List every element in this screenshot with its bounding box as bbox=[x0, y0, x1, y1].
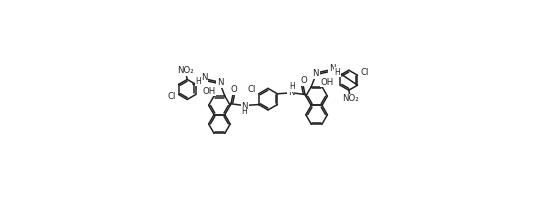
Text: Cl: Cl bbox=[360, 68, 369, 77]
Text: N: N bbox=[313, 69, 319, 78]
Text: N: N bbox=[288, 88, 294, 97]
Text: N: N bbox=[217, 78, 224, 87]
Text: O: O bbox=[231, 85, 237, 94]
Text: H: H bbox=[335, 68, 341, 77]
Text: N: N bbox=[329, 64, 335, 73]
Text: H: H bbox=[196, 77, 201, 86]
Text: OH: OH bbox=[321, 78, 334, 87]
Text: H: H bbox=[289, 82, 295, 91]
Text: N: N bbox=[201, 73, 207, 82]
Text: O: O bbox=[300, 76, 307, 85]
Text: Cl: Cl bbox=[168, 92, 176, 101]
Text: NO₂: NO₂ bbox=[177, 67, 194, 75]
Text: NO₂: NO₂ bbox=[342, 94, 358, 103]
Text: OH: OH bbox=[202, 87, 215, 96]
Text: Cl: Cl bbox=[248, 85, 256, 94]
Text: N: N bbox=[242, 102, 248, 111]
Text: H: H bbox=[241, 107, 247, 116]
